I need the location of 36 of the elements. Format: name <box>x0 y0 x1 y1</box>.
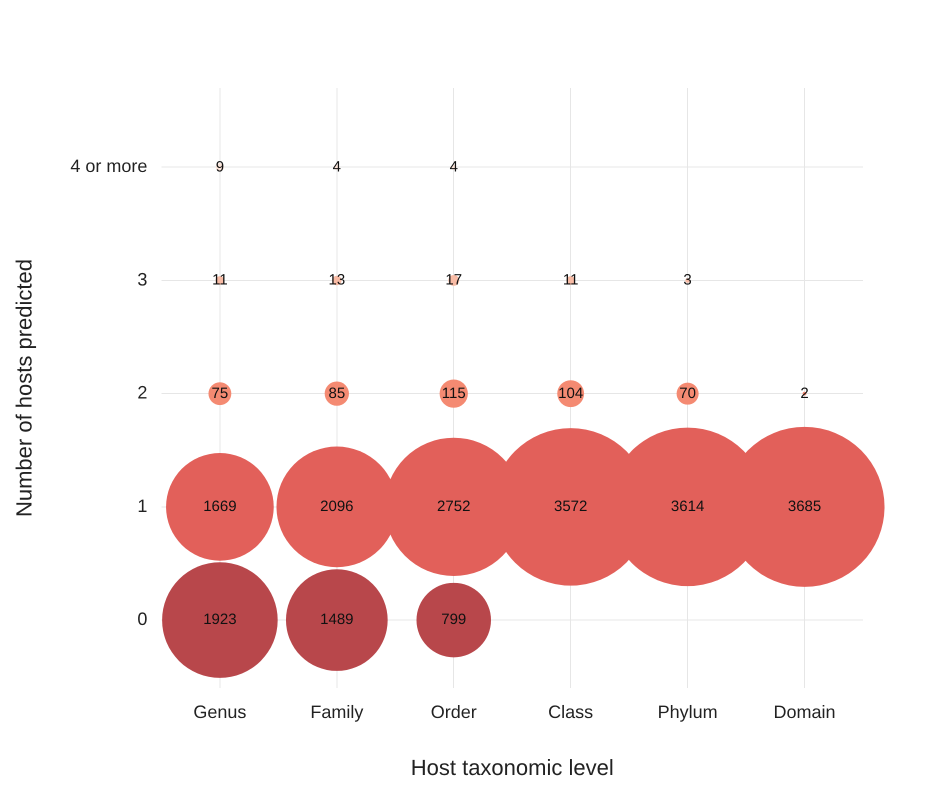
x-tick-label: Order <box>430 702 477 722</box>
data-label: 115 <box>442 384 466 402</box>
x-tick-label: Family <box>310 702 364 722</box>
data-label: 9 <box>216 158 224 176</box>
data-label: 799 <box>441 611 466 628</box>
data-label: 2096 <box>320 498 354 516</box>
data-label: 70 <box>679 384 696 402</box>
y-tick-label: 4 or more <box>70 156 148 176</box>
x-axis-title: Host taxonomic level <box>410 754 614 780</box>
y-tick-label: 3 <box>137 269 148 290</box>
data-label: 2752 <box>437 498 470 516</box>
data-label: 4 <box>450 158 458 176</box>
data-label: 1489 <box>320 611 354 628</box>
data-label: 104 <box>558 384 584 402</box>
data-label: 11 <box>212 272 228 289</box>
data-label: 4 <box>332 158 341 176</box>
data-label: 3572 <box>554 498 588 516</box>
data-label: 3685 <box>788 498 822 516</box>
y-axis-title: Number of hosts predicted <box>11 258 36 518</box>
data-label: 11 <box>562 272 578 289</box>
x-tick-label: Genus <box>193 702 246 722</box>
data-label: 3 <box>683 272 692 289</box>
x-tick-label: Domain <box>774 702 836 722</box>
data-label: 13 <box>328 272 346 289</box>
x-tick-label: Phylum <box>658 702 718 722</box>
y-tick-label: 1 <box>137 496 148 516</box>
y-tick-label: 2 <box>137 382 148 403</box>
data-label: 85 <box>328 384 346 402</box>
data-label: 2 <box>800 384 809 402</box>
data-label: 75 <box>212 384 228 402</box>
data-label: 1669 <box>203 498 237 516</box>
x-tick-label: Class <box>548 702 594 722</box>
data-label: 1923 <box>203 611 237 628</box>
data-label: 3614 <box>670 498 704 516</box>
data-label: 17 <box>445 272 462 289</box>
y-tick-label: 0 <box>137 609 148 630</box>
